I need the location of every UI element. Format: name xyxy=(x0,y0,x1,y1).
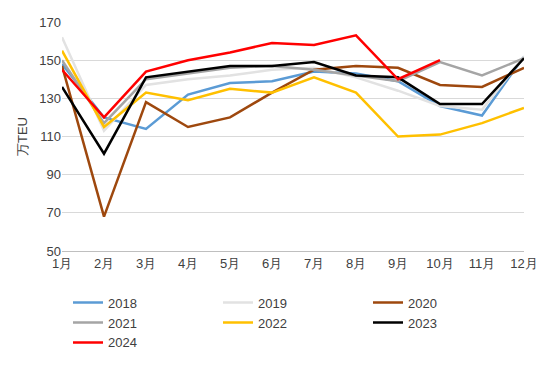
svg-text:8月: 8月 xyxy=(346,256,366,271)
svg-text:5月: 5月 xyxy=(220,256,240,271)
svg-text:12月: 12月 xyxy=(510,256,537,271)
svg-text:70: 70 xyxy=(47,205,61,220)
svg-text:90: 90 xyxy=(47,167,61,182)
svg-text:150: 150 xyxy=(39,53,61,68)
svg-text:9月: 9月 xyxy=(388,256,408,271)
svg-text:2021: 2021 xyxy=(108,316,137,331)
svg-text:50: 50 xyxy=(47,244,61,259)
svg-text:7月: 7月 xyxy=(304,256,324,271)
svg-text:130: 130 xyxy=(39,91,61,106)
svg-text:3月: 3月 xyxy=(136,256,156,271)
svg-text:6月: 6月 xyxy=(262,256,282,271)
svg-text:万TEU: 万TEU xyxy=(15,117,30,156)
svg-text:2月: 2月 xyxy=(94,256,114,271)
svg-text:4月: 4月 xyxy=(178,256,198,271)
svg-text:11月: 11月 xyxy=(469,256,496,271)
svg-text:10月: 10月 xyxy=(426,256,453,271)
svg-text:2020: 2020 xyxy=(408,296,437,311)
svg-text:2024: 2024 xyxy=(108,335,137,350)
svg-text:2018: 2018 xyxy=(108,296,137,311)
svg-text:2023: 2023 xyxy=(408,316,437,331)
svg-text:2019: 2019 xyxy=(258,296,287,311)
svg-text:110: 110 xyxy=(40,129,61,144)
svg-text:2022: 2022 xyxy=(258,316,287,331)
svg-text:1月: 1月 xyxy=(52,256,72,271)
svg-text:170: 170 xyxy=(39,15,61,30)
